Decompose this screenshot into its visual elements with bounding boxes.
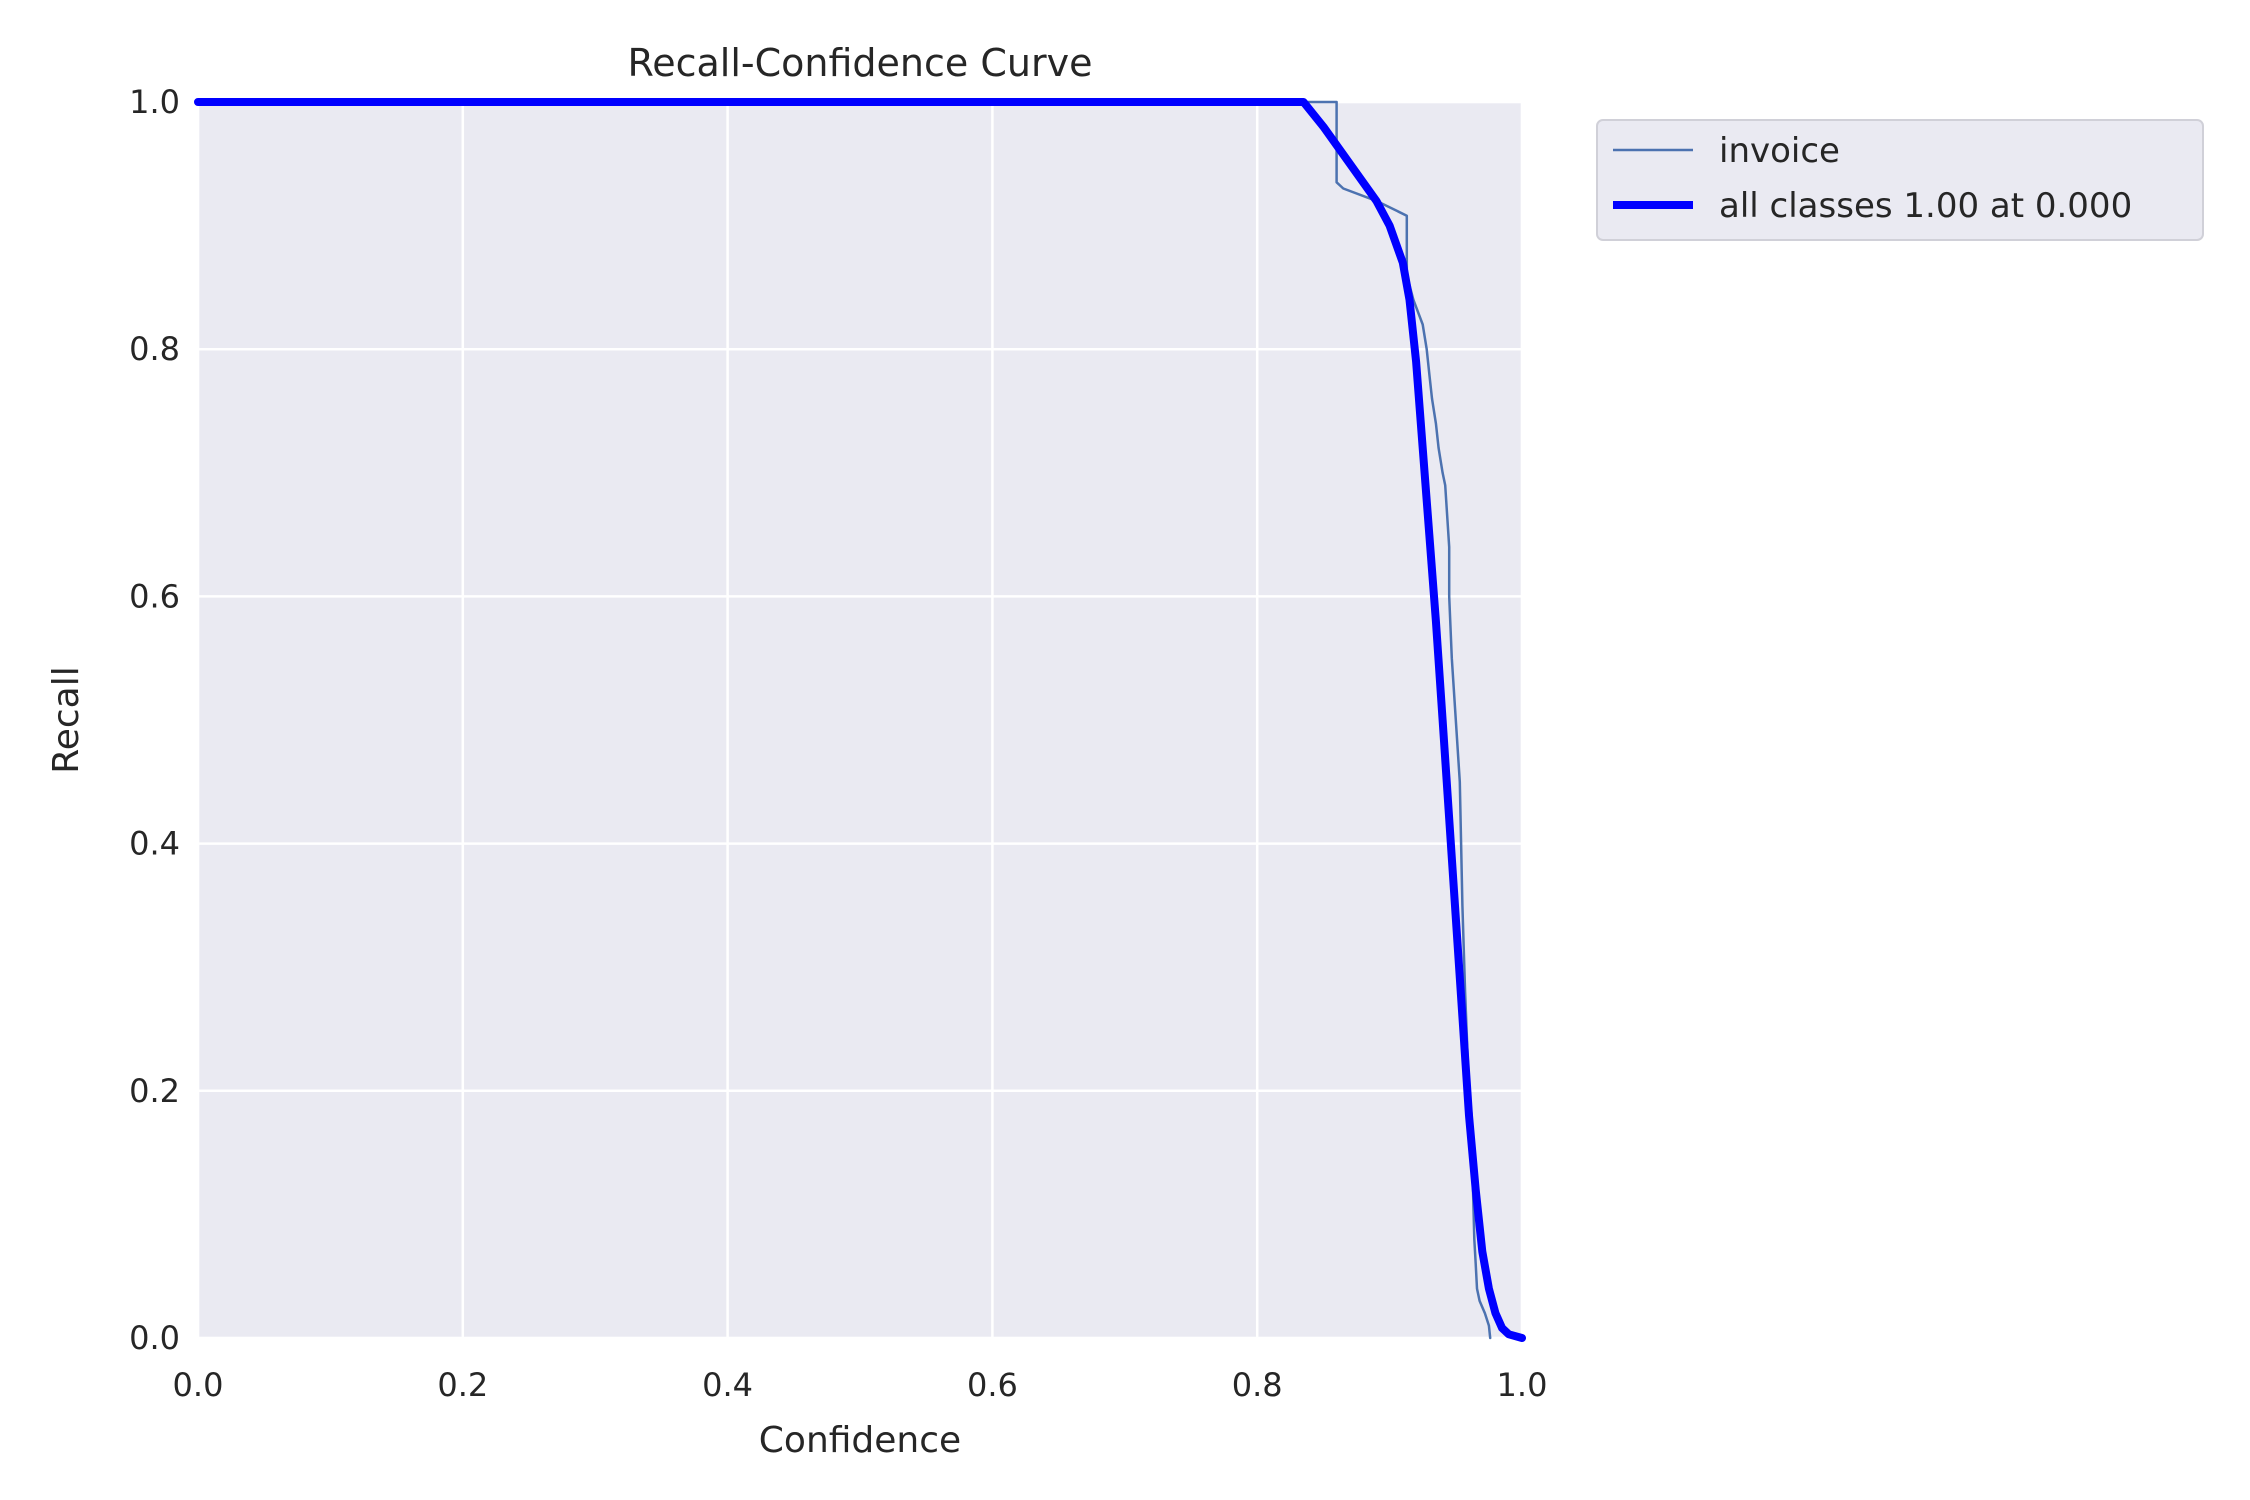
legend-box [1596, 119, 2204, 241]
legend: invoice all classes 1.00 at 0.000 [1596, 119, 2204, 241]
y-axis-label: Recall [46, 666, 87, 773]
x-tick-label: 0.8 [1232, 1366, 1283, 1404]
x-tick-label: 0.4 [702, 1366, 753, 1404]
x-tick-label: 0.0 [173, 1366, 224, 1404]
y-tick-label: 0.0 [129, 1319, 180, 1357]
x-axis-label: Confidence [759, 1420, 961, 1461]
y-tick-label: 0.6 [129, 577, 180, 615]
y-tick-label: 0.2 [129, 1072, 180, 1110]
x-tick-label: 0.2 [437, 1366, 488, 1404]
chart-title: Recall-Confidence Curve [628, 41, 1093, 85]
y-tick-label: 1.0 [129, 83, 180, 121]
x-tick-label: 1.0 [1497, 1366, 1548, 1404]
y-tick-label: 0.8 [129, 330, 180, 368]
series-line-all-classes [194, 98, 1526, 1342]
plot-area [198, 102, 1522, 1338]
x-tick-label: 0.6 [967, 1366, 1018, 1404]
legend-label-all-classes: all classes 1.00 at 0.000 [1719, 186, 2132, 226]
legend-label-invoice: invoice [1719, 131, 1840, 171]
x-tick-labels: 0.0 0.2 0.4 0.6 0.8 1.0 [173, 1366, 1548, 1404]
y-tick-label: 0.4 [129, 825, 180, 863]
y-tick-labels: 0.0 0.2 0.4 0.6 0.8 1.0 [129, 83, 180, 1357]
series-line-invoice [196, 100, 1492, 1340]
series-layer [194, 98, 1526, 1342]
